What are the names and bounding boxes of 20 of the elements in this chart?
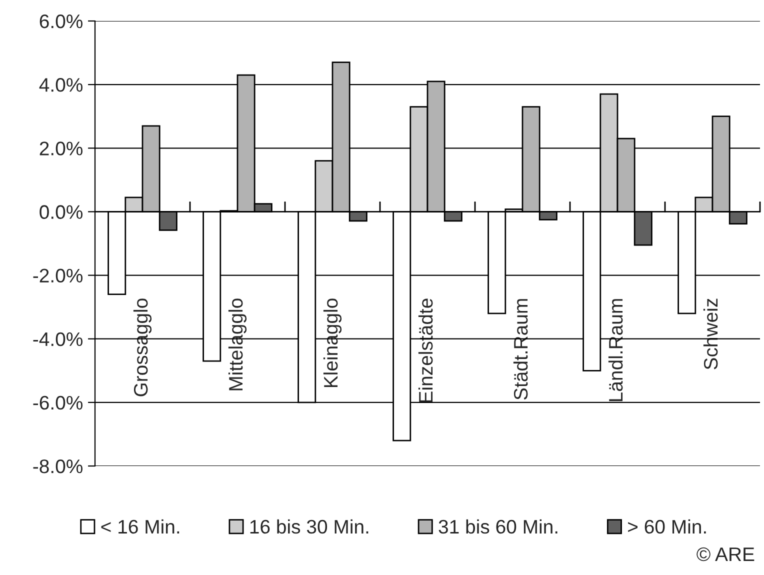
legend-label: < 16 Min. (101, 519, 180, 534)
x-tick-label: Einzelstädte (418, 298, 433, 402)
x-tick-label: Grossagglo (133, 298, 152, 396)
y-tick-label: -6.0% (33, 396, 83, 410)
x-tick-label: Schweiz (703, 298, 718, 370)
y-tick-label: 2.0% (40, 142, 83, 156)
y-tick-label: -4.0% (33, 332, 83, 346)
x-tick-label: Kleinagglo (323, 298, 342, 388)
x-tick-label: Städt.Raum (513, 299, 528, 400)
legend-label: 31 bis 60 Min. (438, 519, 558, 534)
y-tick-label: -8.0% (33, 459, 83, 474)
x-tick-label: Mittelagglo (228, 298, 247, 390)
y-tick-label: 0.0% (40, 205, 83, 219)
y-tick-label: 6.0% (40, 14, 83, 28)
x-tick-label: Ländl.Raum (608, 299, 623, 402)
y-tick-label: -2.0% (33, 268, 83, 283)
y-tick-label: 4.0% (39, 78, 83, 92)
legend-label: > 60 Min. (628, 519, 706, 534)
legend-label: 16 bis 30 Min. (250, 519, 368, 534)
text: © ARE (696, 547, 754, 562)
